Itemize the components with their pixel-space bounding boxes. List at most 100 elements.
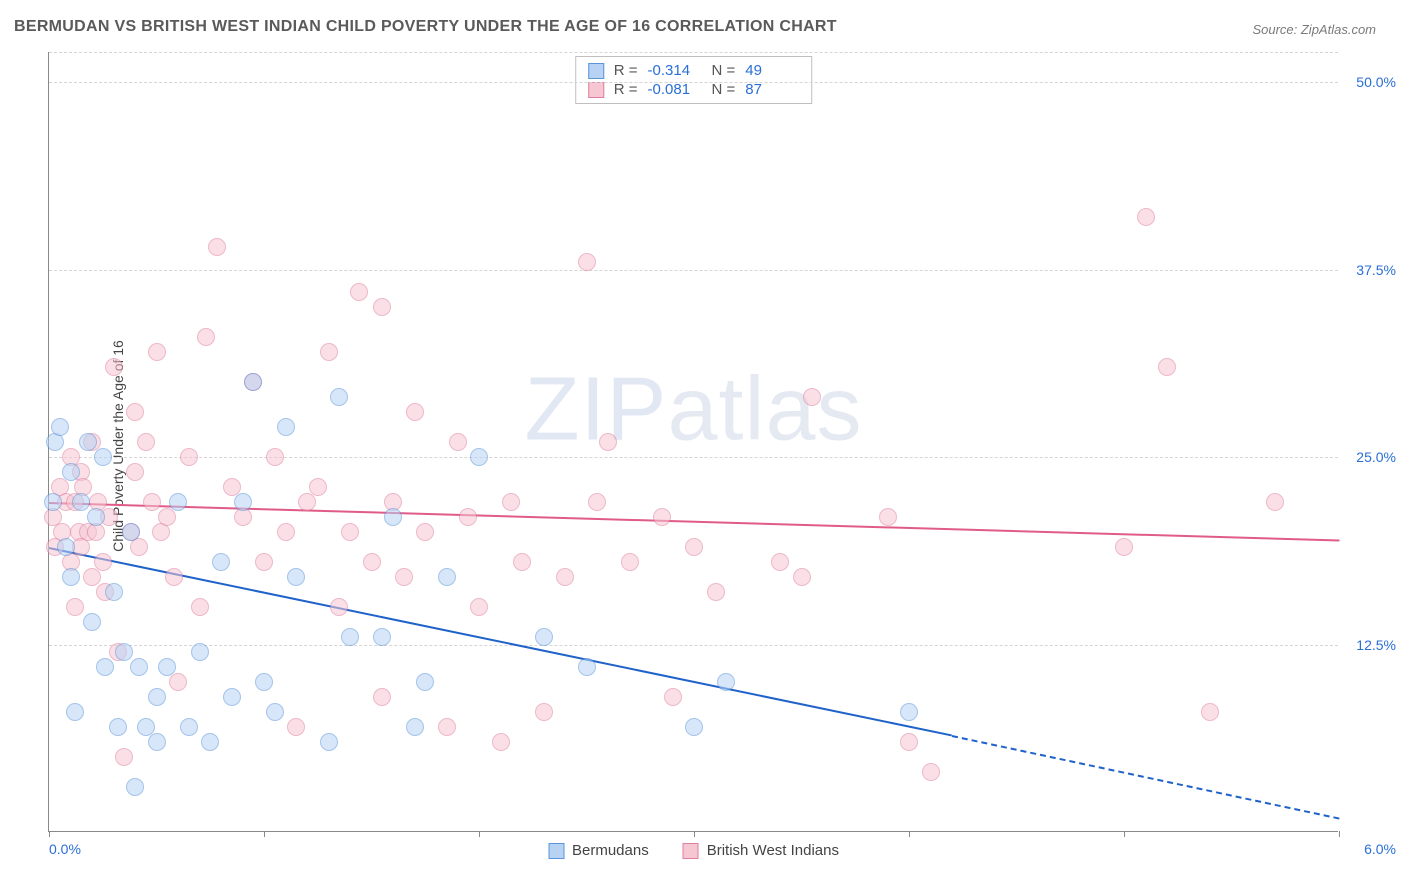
data-point	[793, 568, 811, 586]
legend-label-bermudans: Bermudans	[572, 842, 649, 859]
data-point	[406, 718, 424, 736]
data-point	[96, 658, 114, 676]
data-point	[191, 598, 209, 616]
data-point	[148, 733, 166, 751]
data-point	[685, 538, 703, 556]
data-point	[685, 718, 703, 736]
data-point	[66, 703, 84, 721]
data-point	[158, 508, 176, 526]
data-point	[62, 568, 80, 586]
data-point	[234, 493, 252, 511]
data-point	[470, 598, 488, 616]
source-attribution: Source: ZipAtlas.com	[1252, 22, 1376, 37]
data-point	[287, 718, 305, 736]
x-tick	[49, 831, 50, 837]
x-tick	[909, 831, 910, 837]
data-point	[384, 508, 402, 526]
data-point	[879, 508, 897, 526]
data-point	[653, 508, 671, 526]
data-point	[578, 658, 596, 676]
data-point	[51, 418, 69, 436]
y-tick-label: 37.5%	[1356, 262, 1396, 278]
x-tick	[694, 831, 695, 837]
data-point	[1115, 538, 1133, 556]
y-tick-label: 25.0%	[1356, 449, 1396, 465]
gridline	[49, 645, 1338, 646]
data-point	[83, 568, 101, 586]
legend: Bermudans British West Indians	[548, 842, 839, 859]
data-point	[126, 778, 144, 796]
data-point	[94, 448, 112, 466]
swatch-bwi	[588, 82, 604, 98]
data-point	[83, 613, 101, 631]
data-point	[363, 553, 381, 571]
chart-title: BERMUDAN VS BRITISH WEST INDIAN CHILD PO…	[14, 18, 837, 36]
data-point	[330, 388, 348, 406]
swatch-bermudans	[588, 63, 604, 79]
r-label: R =	[614, 81, 638, 98]
data-point	[664, 688, 682, 706]
data-point	[502, 493, 520, 511]
data-point	[373, 688, 391, 706]
data-point	[459, 508, 477, 526]
legend-swatch-bermudans	[548, 843, 564, 859]
data-point	[94, 553, 112, 571]
data-point	[298, 493, 316, 511]
data-point	[244, 373, 262, 391]
trend-line	[952, 735, 1339, 819]
data-point	[330, 598, 348, 616]
data-point	[266, 703, 284, 721]
data-point	[535, 628, 553, 646]
y-tick-label: 12.5%	[1356, 637, 1396, 653]
data-point	[255, 553, 273, 571]
data-point	[148, 343, 166, 361]
data-point	[72, 493, 90, 511]
data-point	[492, 733, 510, 751]
data-point	[158, 658, 176, 676]
n-label: N =	[712, 62, 736, 79]
data-point	[556, 568, 574, 586]
data-point	[1137, 208, 1155, 226]
data-point	[341, 628, 359, 646]
y-tick-label: 50.0%	[1356, 74, 1396, 90]
data-point	[717, 673, 735, 691]
data-point	[1158, 358, 1176, 376]
data-point	[707, 583, 725, 601]
r-value-bwi: -0.081	[648, 81, 702, 98]
x-tick	[264, 831, 265, 837]
r-value-bermudans: -0.314	[648, 62, 702, 79]
data-point	[148, 688, 166, 706]
data-point	[169, 673, 187, 691]
data-point	[621, 553, 639, 571]
data-point	[109, 718, 127, 736]
data-point	[223, 688, 241, 706]
data-point	[438, 568, 456, 586]
data-point	[287, 568, 305, 586]
data-point	[180, 718, 198, 736]
x-tick	[1124, 831, 1125, 837]
x-tick	[1339, 831, 1340, 837]
legend-swatch-bwi	[683, 843, 699, 859]
data-point	[57, 538, 75, 556]
data-point	[277, 418, 295, 436]
r-label: R =	[614, 62, 638, 79]
data-point	[309, 478, 327, 496]
x-axis-max-label: 6.0%	[1364, 841, 1396, 857]
data-point	[115, 748, 133, 766]
data-point	[126, 403, 144, 421]
data-point	[535, 703, 553, 721]
data-point	[578, 253, 596, 271]
trend-line	[49, 547, 952, 736]
watermark-bold: ZIP	[524, 360, 667, 460]
data-point	[599, 433, 617, 451]
data-point	[438, 718, 456, 736]
data-point	[900, 703, 918, 721]
data-point	[588, 493, 606, 511]
data-point	[416, 673, 434, 691]
data-point	[449, 433, 467, 451]
data-point	[803, 388, 821, 406]
data-point	[266, 448, 284, 466]
data-point	[277, 523, 295, 541]
data-point	[350, 283, 368, 301]
data-point	[212, 553, 230, 571]
